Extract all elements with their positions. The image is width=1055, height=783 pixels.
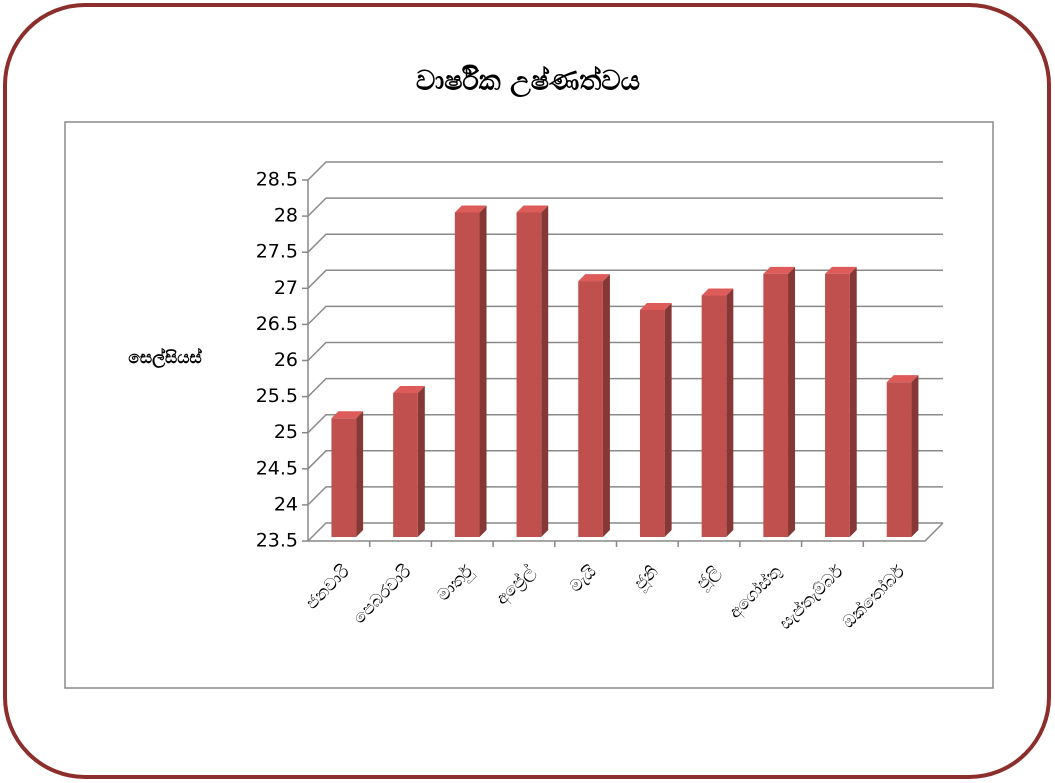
bar-top <box>763 266 796 274</box>
y-tick-label: 25.5 <box>256 385 298 407</box>
bar-side <box>417 385 425 537</box>
grid-line <box>307 197 943 217</box>
y-axis-label: සෙල්සියස් <box>128 347 202 369</box>
grid-line <box>307 233 943 253</box>
bar-side <box>911 375 919 537</box>
bar <box>331 418 357 537</box>
bar-side <box>664 302 672 537</box>
bar-side <box>356 411 364 537</box>
y-tick-label: 28 <box>274 205 298 227</box>
grid-line <box>307 269 943 289</box>
y-tick-label: 28.5 <box>256 169 298 191</box>
grid-line <box>307 413 943 434</box>
y-tick-label: 25 <box>274 421 298 443</box>
y-tick-label: 27.5 <box>256 241 298 263</box>
bar <box>763 273 789 537</box>
bar <box>886 382 912 537</box>
bar-top <box>516 205 549 213</box>
bar <box>454 212 480 538</box>
grid-line <box>307 450 943 470</box>
grid-line <box>307 486 943 506</box>
bar <box>701 295 727 537</box>
bar-side <box>726 288 734 537</box>
bar-top <box>393 385 425 393</box>
bar-top <box>825 266 857 274</box>
bar-top <box>578 274 610 282</box>
y-tick-label: 26.5 <box>256 313 298 335</box>
y-tick-label: 23.5 <box>256 530 298 552</box>
bar <box>516 212 542 538</box>
bar-top <box>701 288 734 296</box>
bar <box>825 273 850 537</box>
bar-top <box>331 411 364 419</box>
bar-side <box>541 205 549 538</box>
bar-side <box>788 266 796 537</box>
chart-title: වාර්ෂික උෂ්ණත්වය <box>416 65 640 98</box>
grid-line <box>307 522 943 542</box>
bar-top <box>639 302 672 310</box>
y-tick-label: 24 <box>274 493 298 515</box>
bar <box>639 309 665 537</box>
bar-top <box>454 205 487 213</box>
bar-side <box>849 266 857 537</box>
y-tick-label: 24.5 <box>256 457 298 479</box>
grid-line <box>307 341 943 362</box>
grid-line <box>307 161 943 181</box>
grid-line <box>307 305 943 325</box>
floor <box>308 522 944 542</box>
grid-line <box>307 377 943 398</box>
bar-side <box>602 274 610 537</box>
bar <box>393 392 418 537</box>
bar-side <box>479 205 487 538</box>
y-tick-label: 26 <box>274 349 298 371</box>
bar <box>578 281 603 537</box>
y-tick-label: 27 <box>274 277 298 299</box>
bar-top <box>886 375 919 383</box>
